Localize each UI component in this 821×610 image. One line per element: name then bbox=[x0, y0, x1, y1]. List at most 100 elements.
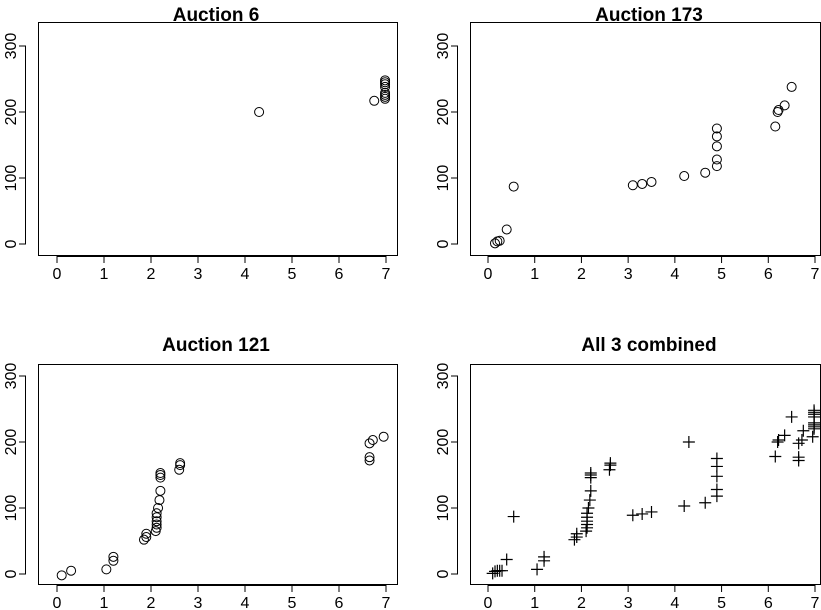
data-point bbox=[174, 464, 185, 475]
data-point bbox=[364, 455, 375, 466]
data-point bbox=[500, 553, 513, 566]
data-point bbox=[364, 438, 375, 449]
x-tick-label: 5 bbox=[288, 266, 297, 283]
data-point bbox=[772, 434, 785, 447]
y-tick-label: 0 bbox=[435, 239, 452, 248]
data-point bbox=[770, 121, 781, 132]
chart-title: All 3 combined bbox=[581, 335, 716, 356]
y-tick-label: 100 bbox=[435, 495, 452, 522]
data-point bbox=[501, 224, 512, 235]
y-tick-label: 200 bbox=[3, 429, 20, 456]
data-point bbox=[584, 467, 597, 480]
data-point bbox=[369, 95, 380, 106]
x-tick-label: 3 bbox=[624, 595, 633, 610]
y-tick-label: 200 bbox=[3, 99, 20, 126]
x-tick-label: 6 bbox=[764, 595, 773, 610]
x-tick-label: 4 bbox=[670, 266, 679, 283]
chart-panel-2: Auction 173 0 1 2 3 4 5 6 7 0 100 200 300 bbox=[435, 5, 821, 283]
data-point bbox=[108, 555, 119, 566]
data-point bbox=[646, 176, 657, 187]
data-point bbox=[570, 527, 583, 540]
plot-frame bbox=[470, 364, 821, 585]
data-point bbox=[155, 485, 166, 496]
data-point bbox=[531, 563, 544, 576]
x-tick-label: 5 bbox=[288, 595, 297, 610]
chart-panel-3: Auction 121 0 1 2 3 4 5 6 7 0 100 200 300 bbox=[3, 335, 398, 610]
plot-frame bbox=[38, 364, 398, 585]
data-point bbox=[583, 494, 596, 507]
data-point bbox=[627, 180, 638, 191]
x-tick-label: 7 bbox=[811, 595, 820, 610]
data-point bbox=[678, 500, 691, 513]
y-tick-label: 0 bbox=[3, 569, 20, 578]
chart-panel-1: Auction 6 0 1 2 3 4 5 6 7 0 100 200 300 bbox=[3, 5, 398, 283]
x-tick-label: 1 bbox=[100, 266, 109, 283]
x-tick-label: 7 bbox=[811, 266, 820, 283]
data-point bbox=[699, 496, 712, 509]
data-point bbox=[151, 522, 162, 533]
data-point bbox=[581, 507, 594, 520]
x-tick-label: 6 bbox=[335, 266, 344, 283]
data-point bbox=[175, 458, 186, 469]
data-point bbox=[792, 451, 805, 464]
x-tick-label: 1 bbox=[530, 595, 539, 610]
y-tick-label: 100 bbox=[3, 495, 20, 522]
data-point bbox=[786, 81, 797, 92]
data-point bbox=[141, 532, 152, 543]
data-point bbox=[582, 502, 595, 514]
data-point bbox=[151, 516, 162, 527]
data-point bbox=[580, 525, 593, 538]
data-point bbox=[151, 519, 162, 530]
x-tick-label: 0 bbox=[53, 266, 62, 283]
data-point bbox=[711, 131, 722, 142]
x-tick-label: 1 bbox=[530, 266, 539, 283]
x-tick-label: 6 bbox=[335, 595, 344, 610]
y-tick-label: 0 bbox=[435, 569, 452, 578]
data-point bbox=[700, 167, 711, 178]
chart-title: Auction 6 bbox=[173, 5, 260, 26]
data-point bbox=[769, 450, 782, 463]
data-point bbox=[490, 238, 501, 249]
data-point bbox=[711, 141, 722, 152]
data-point bbox=[507, 510, 520, 523]
y-tick-label: 300 bbox=[3, 33, 20, 60]
data-point bbox=[711, 161, 722, 172]
x-tick-label: 4 bbox=[241, 595, 250, 610]
data-point bbox=[108, 551, 119, 562]
data-point bbox=[795, 434, 808, 447]
y-tick-label: 300 bbox=[435, 33, 452, 60]
data-point bbox=[711, 123, 722, 134]
x-tick-label: 5 bbox=[717, 595, 726, 610]
y-tick-label: 300 bbox=[435, 363, 452, 390]
data-point bbox=[603, 463, 616, 476]
y-tick-label: 300 bbox=[3, 363, 20, 390]
y-tick-label: 100 bbox=[3, 165, 20, 192]
data-point bbox=[792, 437, 805, 450]
data-point bbox=[604, 457, 617, 470]
data-point bbox=[772, 107, 783, 117]
data-point bbox=[710, 452, 723, 465]
data-point bbox=[771, 436, 784, 448]
y-tick-label: 200 bbox=[435, 99, 452, 126]
data-point bbox=[711, 154, 722, 165]
data-point bbox=[378, 431, 389, 442]
y-tick-label: 100 bbox=[435, 165, 452, 192]
data-point bbox=[626, 509, 639, 522]
data-point bbox=[380, 75, 391, 86]
data-point bbox=[66, 565, 77, 576]
data-point bbox=[153, 503, 164, 513]
x-tick-label: 7 bbox=[382, 595, 391, 610]
data-point bbox=[496, 564, 509, 577]
y-tick-label: 0 bbox=[3, 239, 20, 248]
data-point bbox=[682, 436, 695, 448]
data-point bbox=[141, 528, 152, 539]
x-tick-label: 2 bbox=[147, 595, 156, 610]
data-point bbox=[679, 171, 690, 182]
data-point bbox=[779, 100, 790, 111]
data-point bbox=[364, 452, 375, 463]
data-point bbox=[138, 534, 149, 545]
data-point bbox=[568, 533, 581, 546]
y-tick-label: 200 bbox=[435, 429, 452, 456]
x-tick-label: 0 bbox=[484, 595, 493, 610]
